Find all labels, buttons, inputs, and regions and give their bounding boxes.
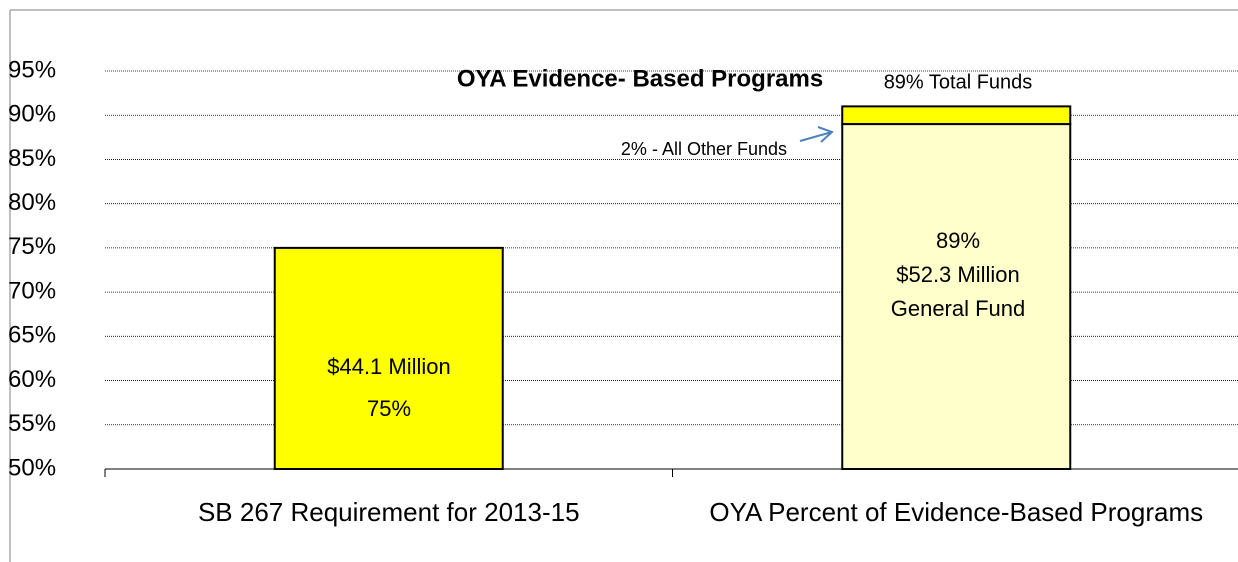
bar — [841, 105, 1072, 126]
y-tick-label: 80% — [8, 189, 56, 216]
y-tick-label: 85% — [8, 145, 56, 172]
chart-title: OYA Evidence- Based Programs — [457, 65, 823, 92]
y-tick-label: 75% — [8, 233, 56, 260]
x-tick-label: SB 267 Requirement for 2013-15 — [197, 497, 580, 527]
y-tick-label: 55% — [8, 410, 56, 437]
annotation: General Fund — [891, 296, 1026, 321]
x-tick-label: OYA Percent of Evidence-Based Programs — [709, 497, 1204, 527]
y-tick-label: 95% — [8, 56, 56, 83]
value-label: 2% - All Other Funds — [621, 139, 787, 159]
annotation: 89% Total Funds — [884, 71, 1033, 93]
annotation: $52.3 Million — [896, 262, 1020, 287]
value-label: 89% — [936, 228, 980, 253]
y-tick-label: 60% — [8, 366, 56, 393]
bar — [273, 246, 504, 470]
bar — [841, 123, 1072, 470]
y-tick-label: 70% — [8, 277, 56, 304]
y-tick-label: 50% — [8, 454, 56, 481]
arrow — [799, 126, 834, 143]
y-tick-label: 90% — [8, 101, 56, 128]
value-label: 75% — [367, 396, 411, 421]
y-tick-label: 65% — [8, 322, 56, 349]
annotation: $44.1 Million — [327, 354, 451, 379]
